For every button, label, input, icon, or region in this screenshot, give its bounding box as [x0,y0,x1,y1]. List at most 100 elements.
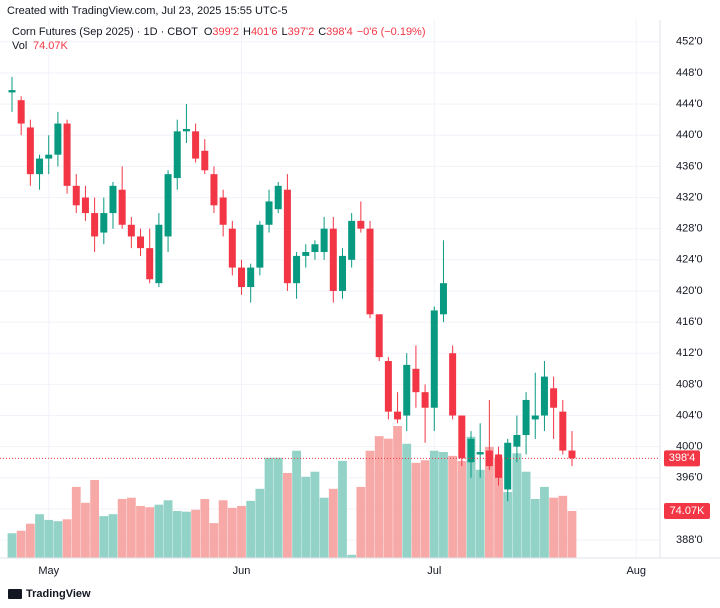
candle-body [458,415,466,459]
candle-body [265,201,273,225]
candle-body [127,224,135,237]
legend-key: O [204,26,213,38]
y-tick-label: 400'0 [676,441,703,453]
candle-body [274,185,282,210]
x-tick-label: Jul [427,565,441,577]
volume-bar [218,500,228,558]
volume-bar [356,486,366,558]
volume-bar [53,521,63,558]
candle-body [155,224,163,284]
candle-body [72,185,80,206]
volume-bar [530,498,540,558]
volume-bar [117,498,127,558]
volume-bar [420,460,430,558]
candle-body [495,454,503,478]
candle-body [412,368,420,393]
candle-body [449,353,457,416]
candle-body [8,90,16,93]
y-tick-label: 396'0 [676,472,703,484]
volume-bar [246,500,256,558]
candle-body [320,228,328,253]
y-tick-label: 388'0 [676,534,703,546]
volume-label: 74.07K [670,505,706,517]
volume-bar [310,471,320,558]
logo [8,589,22,599]
candle-body [531,415,539,420]
footer: TradingView [8,588,91,600]
candle-body [26,127,34,175]
legend-key: L [282,26,288,38]
volume-bar [145,507,155,558]
legend-key: H [243,26,251,38]
volume-bar [292,450,301,558]
candle-body [540,376,548,416]
candle-body [559,411,567,451]
candle-body [513,434,521,447]
y-tick-label: 432'0 [676,191,703,203]
volume-tag [664,502,710,519]
volume-bar [255,488,265,558]
candle-body [146,248,154,280]
candle-body [238,267,245,288]
candle-body [467,438,475,463]
candle-body [568,450,576,459]
candle-body [357,220,365,229]
volume-bar [402,443,412,558]
volume-bar [191,509,200,558]
volume-bar [90,479,100,558]
candle-body [192,131,200,159]
volume-bar [172,511,182,558]
y-tick-label: 440'0 [676,129,703,141]
candle-body [311,244,319,253]
last-price-tag [664,450,700,467]
volume-bar [99,516,109,558]
candle-body [375,314,383,358]
y-tick-label: 428'0 [676,223,703,235]
candle-body [228,228,236,268]
volume-bar [411,462,421,558]
y-tick-label: 444'0 [676,98,703,110]
volume-bar [200,498,210,558]
candle-body [118,189,126,225]
x-tick-label: May [38,565,59,577]
watermark: Created with TradingView.com, Jul 23, 20… [7,5,287,17]
volume-bar [154,504,164,558]
candle-body [137,236,145,249]
volume-bar [35,514,44,558]
legend-key: C [318,26,326,38]
y-tick-label: 448'0 [676,67,703,79]
volume-bar [512,453,522,558]
volume-bar [163,500,173,558]
candle-body [283,189,291,284]
candle-body [54,123,62,155]
legend-value: 401'6 [251,26,278,38]
candle-body [210,174,218,206]
volume-bar [108,514,118,558]
candle-body [439,283,447,315]
volume-key: Vol [12,40,27,52]
x-tick-label: Jun [233,565,251,577]
volume-bar [439,452,448,558]
candle-body [182,129,190,132]
footer-text: TradingView [26,588,91,600]
candle-body [430,310,438,408]
candle-body [476,452,484,455]
volume-bar [567,510,577,558]
candle-body [394,411,402,420]
volume-bar [494,457,503,558]
volume-bar [466,436,476,558]
candle-body [173,131,181,179]
candle-body [550,388,558,408]
candle-body [302,252,310,256]
volume-bar [338,460,347,558]
volume-bar [209,523,219,558]
y-tick-label: 436'0 [676,160,703,172]
legend-value: 399'2 [212,26,239,38]
candle-body [384,361,392,412]
volume-bar [283,472,292,558]
volume-value: 74.07K [33,40,69,52]
volume-bar [319,497,329,558]
volume-bar [237,505,246,558]
volume-bar [347,554,357,558]
